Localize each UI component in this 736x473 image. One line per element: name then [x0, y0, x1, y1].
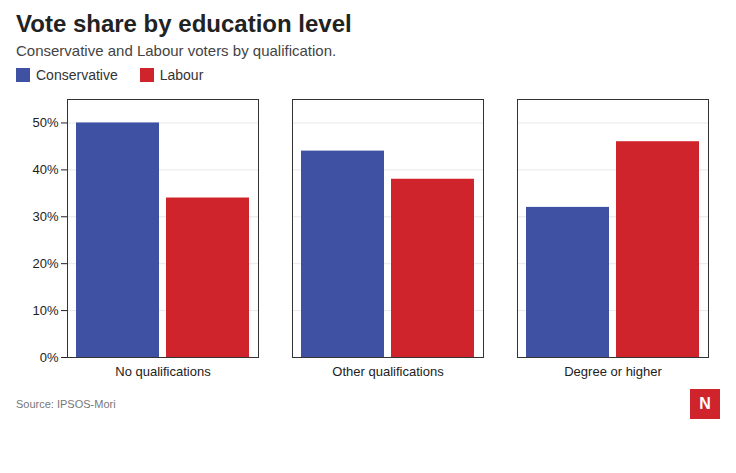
svg-text:20%: 20%	[32, 256, 58, 271]
svg-text:40%: 40%	[32, 162, 58, 177]
svg-text:Degree or higher: Degree or higher	[564, 364, 662, 379]
html-text:Labour: Labour	[159, 67, 204, 83]
svg-text:30%: 30%	[32, 209, 58, 224]
svg-text:No qualifications: No qualifications	[115, 364, 211, 379]
html-text:N: N	[699, 395, 711, 412]
html-text:Conservative and Labour voters: Conservative and Labour voters by qualif…	[16, 42, 337, 59]
html-text:Conservative: Conservative	[36, 67, 118, 83]
svg-text:50%: 50%	[32, 115, 58, 130]
html-text:Source: IPSOS-Mori: Source: IPSOS-Mori	[16, 398, 116, 410]
svg-text:10%: 10%	[32, 303, 58, 318]
svg-text:Other qualifications: Other qualifications	[332, 364, 444, 379]
html-text:Vote share by education level: Vote share by education level	[16, 10, 352, 37]
svg-text:0%: 0%	[40, 350, 59, 365]
